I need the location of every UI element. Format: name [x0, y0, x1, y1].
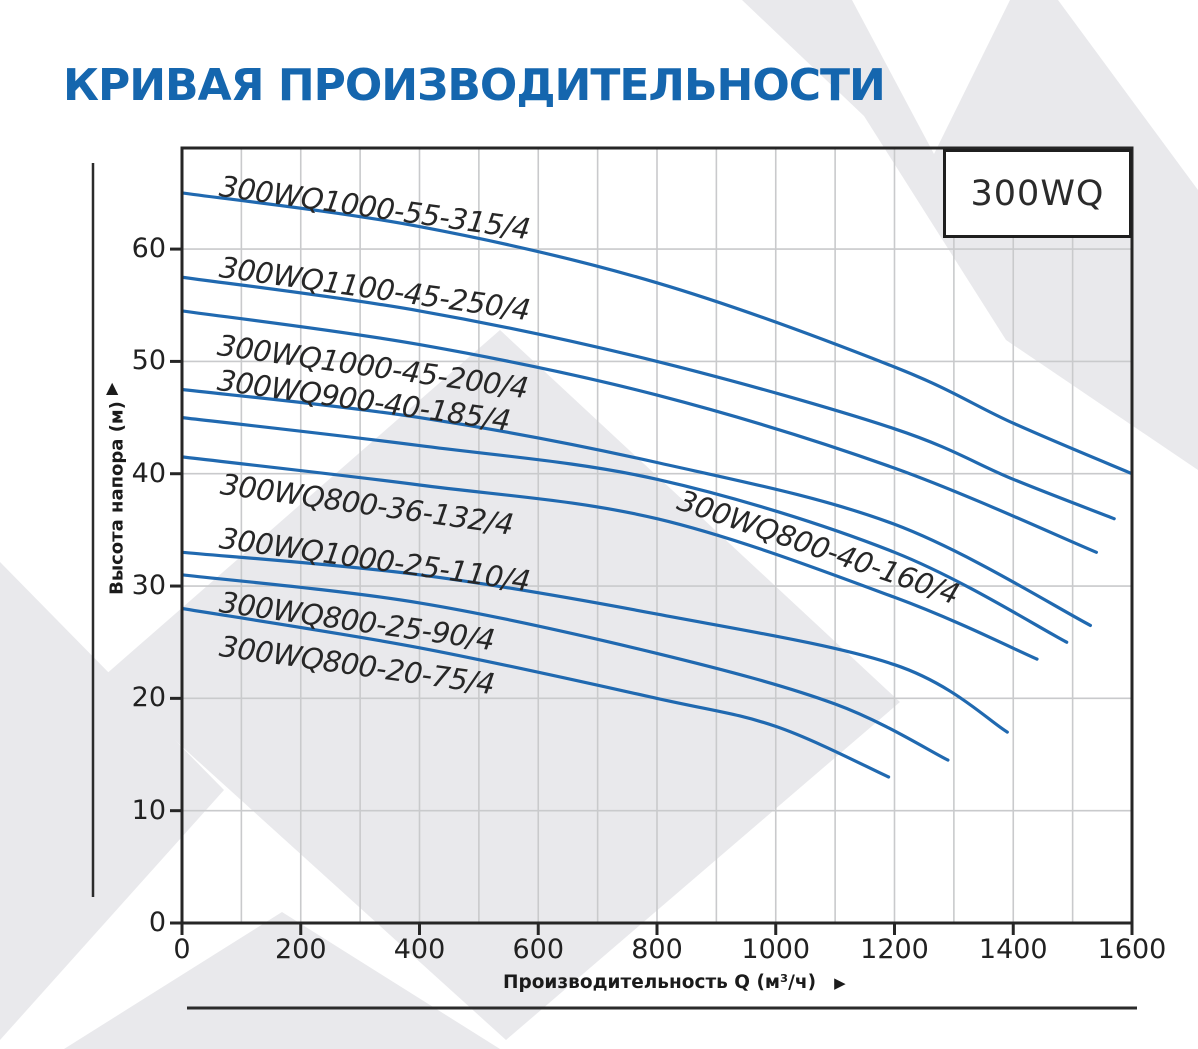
- x-tick-label: 1400: [978, 934, 1048, 965]
- x-axis-label-row: Производительность Q (м³/ч) ▶: [503, 972, 846, 993]
- tick-marks: [170, 247, 1134, 935]
- watermark-shape: [0, 562, 224, 1040]
- watermark-shape: [852, 0, 1010, 154]
- page-title: КРИВАЯ ПРОИЗВОДИТЕЛЬНОСТИ: [63, 60, 886, 111]
- x-tick-label: 400: [393, 934, 446, 965]
- y-tick-label: 0: [148, 907, 166, 938]
- pump-curve: [182, 573, 950, 762]
- watermark-shape: [104, 330, 900, 1040]
- x-tick-label: 1600: [1097, 934, 1167, 965]
- y-tick-label: 40: [131, 457, 166, 489]
- y-axis-label: Высота напора (м): [106, 401, 128, 595]
- pump-curve: [182, 309, 1098, 554]
- watermark-shape: [1058, 0, 1198, 190]
- x-tick-label: 0: [173, 934, 191, 965]
- pump-curves: [182, 191, 1132, 779]
- y-tick-label: 50: [131, 345, 166, 377]
- x-axis-label: Производительность Q (м³/ч): [503, 972, 817, 993]
- y-tick-label: 10: [131, 794, 166, 826]
- legend-box: 300WQ: [943, 149, 1132, 238]
- pump-curve: [182, 191, 1132, 476]
- x-tick-label: 800: [631, 934, 683, 965]
- y-tick-label: 30: [131, 570, 166, 602]
- legend-label: 300WQ: [970, 173, 1105, 214]
- pump-curve: [182, 455, 1039, 661]
- x-tick-label: 1200: [860, 934, 929, 965]
- up-arrow-icon: ▲: [106, 378, 119, 397]
- right-arrow-icon: ▶: [834, 973, 846, 992]
- y-tick-label: 60: [131, 233, 166, 265]
- x-tick-label: 200: [274, 934, 327, 965]
- pump-curve: [182, 416, 1069, 644]
- pump-curve: [182, 606, 891, 779]
- x-tick-label: 600: [512, 934, 565, 965]
- pump-curve: [182, 387, 1092, 627]
- pump-curve: [182, 550, 1009, 734]
- y-tick-label: 20: [131, 682, 166, 714]
- watermark-shape: [64, 912, 500, 1049]
- pump-curve: [182, 275, 1116, 521]
- x-tick-label: 1000: [741, 934, 811, 965]
